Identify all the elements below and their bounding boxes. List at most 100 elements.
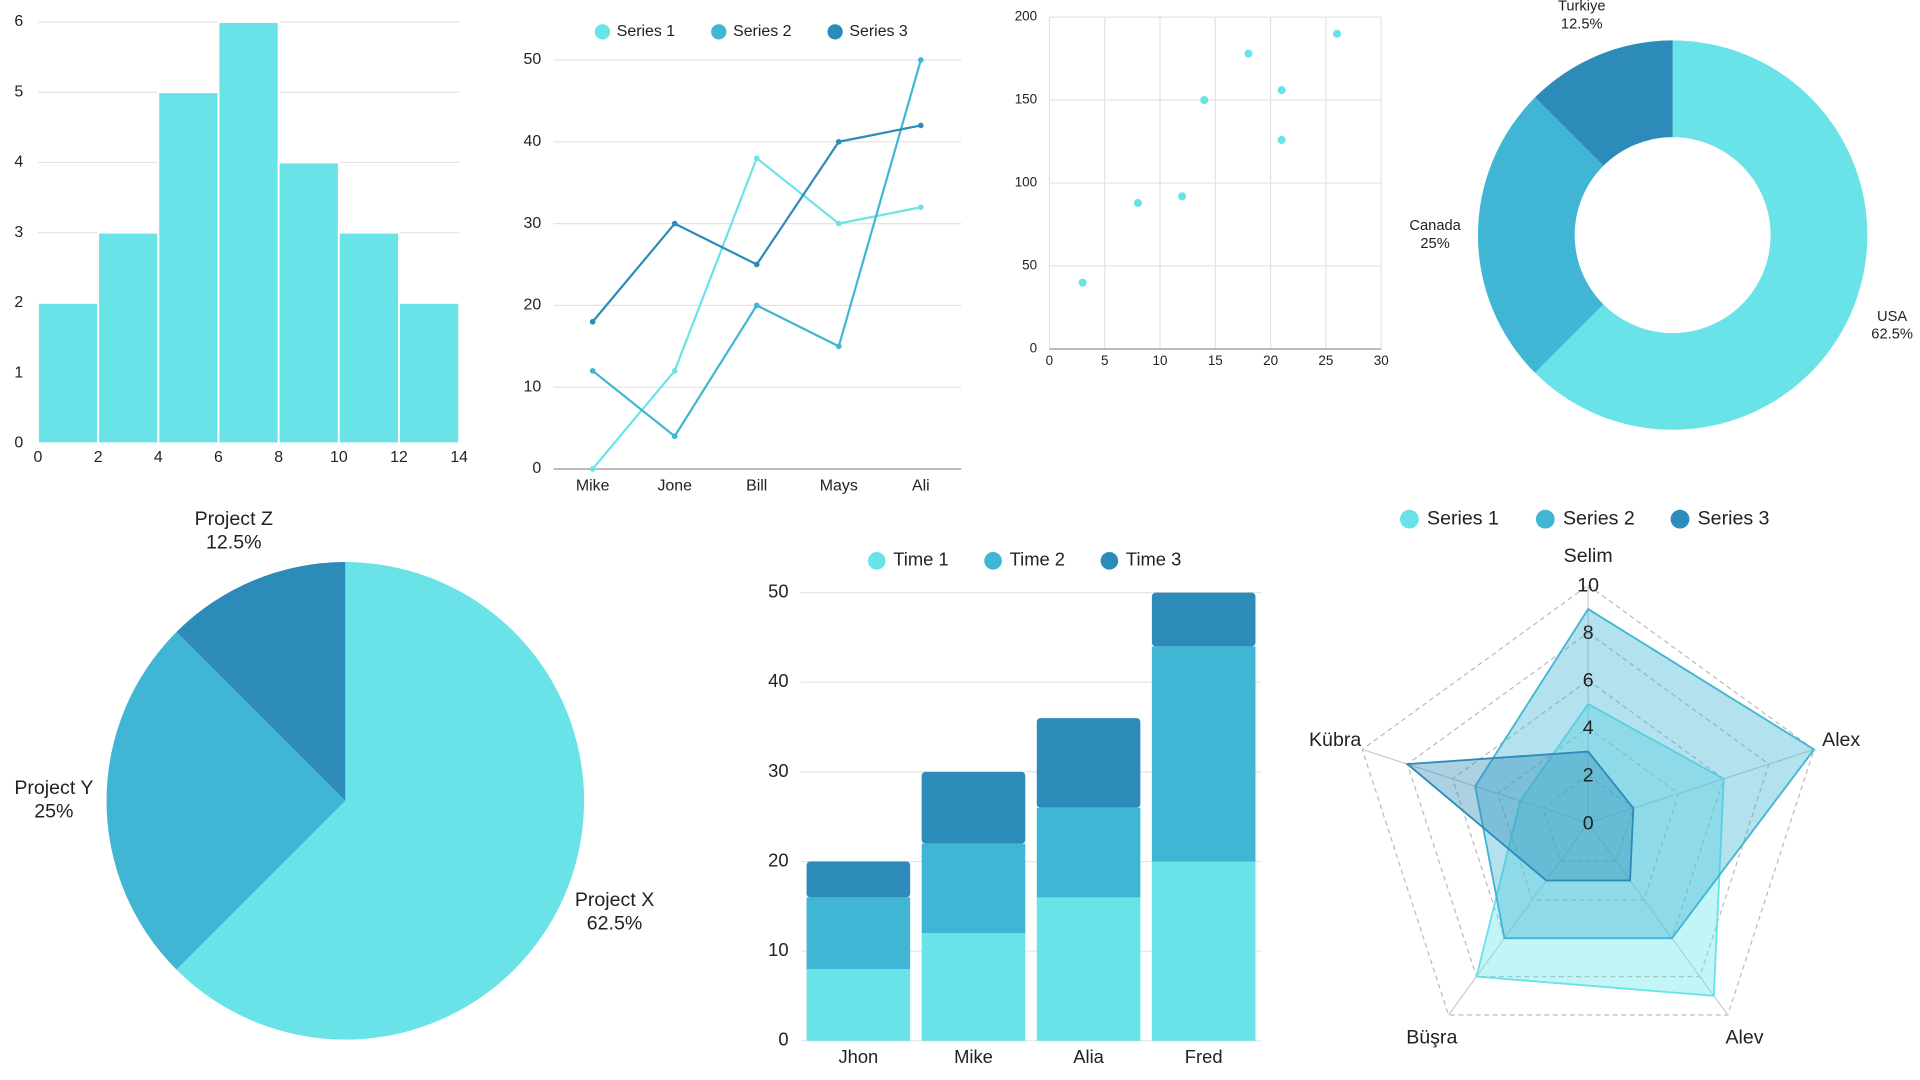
point [835,220,842,227]
bar-segment [1036,807,1141,898]
y-tick-label: 50 [524,51,542,68]
grid-ring [1542,774,1635,862]
y-tick-label: 6 [14,13,23,30]
r-tick-label: 10 [1577,575,1599,597]
x-tick-label: 8 [274,449,283,466]
bar-segment [1151,861,1256,1041]
x-tick-label: 14 [450,449,468,466]
r-tick-label: 2 [1583,765,1594,787]
slice [176,562,585,1040]
bar [97,231,160,445]
slice [1534,40,1673,166]
legend-label: Series 2 [1563,507,1635,529]
point [1332,29,1342,38]
point [589,318,596,325]
bar-segment [806,969,911,1041]
point [671,433,678,440]
slice [1534,40,1868,430]
legend-swatch [984,552,1002,570]
bar-segment [921,843,1026,934]
axis-label: Kübra [1309,729,1361,751]
point [1277,86,1286,95]
x-tick-label: Bill [746,477,767,494]
bar-segment [1151,592,1256,647]
slice-label: Turkiye [1558,0,1606,15]
bar [157,91,220,445]
point [1133,198,1142,208]
point [918,122,924,129]
r-tick-label: 8 [1583,622,1594,644]
legend-label: Series 2 [733,23,792,40]
spoke [1448,822,1589,1016]
x-tick-label: Alia [1073,1046,1104,1067]
point [589,368,596,374]
slice-value-label: 25% [34,801,73,823]
y-tick-label: 0 [778,1029,788,1050]
y-tick-label: 200 [1015,9,1037,24]
radar-area [1475,702,1725,997]
line [591,59,922,438]
y-tick-label: 100 [1015,175,1037,190]
y-tick-label: 0 [14,434,23,451]
legend-label: Time 2 [1010,549,1065,570]
x-tick-label: 5 [1101,353,1108,368]
slice-label: Canada [1409,218,1461,234]
line [591,156,922,470]
legend-label: Series 3 [849,23,908,40]
grid-ring [1406,632,1770,978]
slice-label: Project Y [14,777,93,799]
legend-swatch [1399,509,1419,529]
legend-swatch [711,24,727,40]
legend-label: Time 1 [893,549,948,570]
x-tick-label: 10 [330,449,348,466]
x-tick-label: Ali [912,477,930,494]
slice-label: USA [1877,309,1907,325]
point [835,138,842,145]
point [1078,278,1087,287]
y-tick-label: 5 [14,83,23,100]
radar-area [1474,607,1816,940]
bar-segment [1036,897,1141,1041]
slice [176,562,346,801]
y-tick-label: 10 [524,378,542,395]
slice-label: Project X [575,889,654,911]
bar [398,301,461,445]
spoke [1587,822,1729,1016]
legend-swatch [867,552,886,570]
y-tick-label: 20 [524,297,542,314]
x-tick-label: 6 [214,449,223,466]
point [753,302,760,309]
radar-area [1405,750,1635,882]
slice [1477,97,1604,373]
y-tick-label: 30 [768,760,788,781]
legend-swatch [1535,509,1555,529]
slice [106,631,346,970]
slice-value-label: 12.5% [206,531,262,553]
axis-label: Alex [1822,729,1860,751]
bar-segment [806,897,911,970]
legend-swatch [1100,552,1119,570]
y-tick-label: 150 [1015,92,1037,107]
legend-label: Series 1 [1427,507,1499,529]
y-tick-label: 1 [14,364,23,381]
bar [217,21,280,445]
x-tick-label: 12 [390,449,408,466]
point [835,343,842,350]
slice-value-label: 62.5% [587,912,643,934]
point [918,57,924,63]
x-tick-label: 15 [1208,353,1223,368]
y-tick-label: 20 [768,849,788,870]
x-tick-label: 0 [34,449,43,466]
bar [337,231,400,445]
y-tick-label: 3 [14,224,23,241]
x-tick-label: 30 [1374,353,1389,368]
slice-label: Project Z [195,508,273,530]
x-tick-label: 0 [1046,353,1053,368]
point [1200,96,1209,105]
slice-value-label: 12.5% [1561,16,1603,32]
legend-swatch [594,24,611,40]
bar-segment [1036,718,1141,808]
point [589,466,596,472]
grid-ring [1497,727,1680,901]
